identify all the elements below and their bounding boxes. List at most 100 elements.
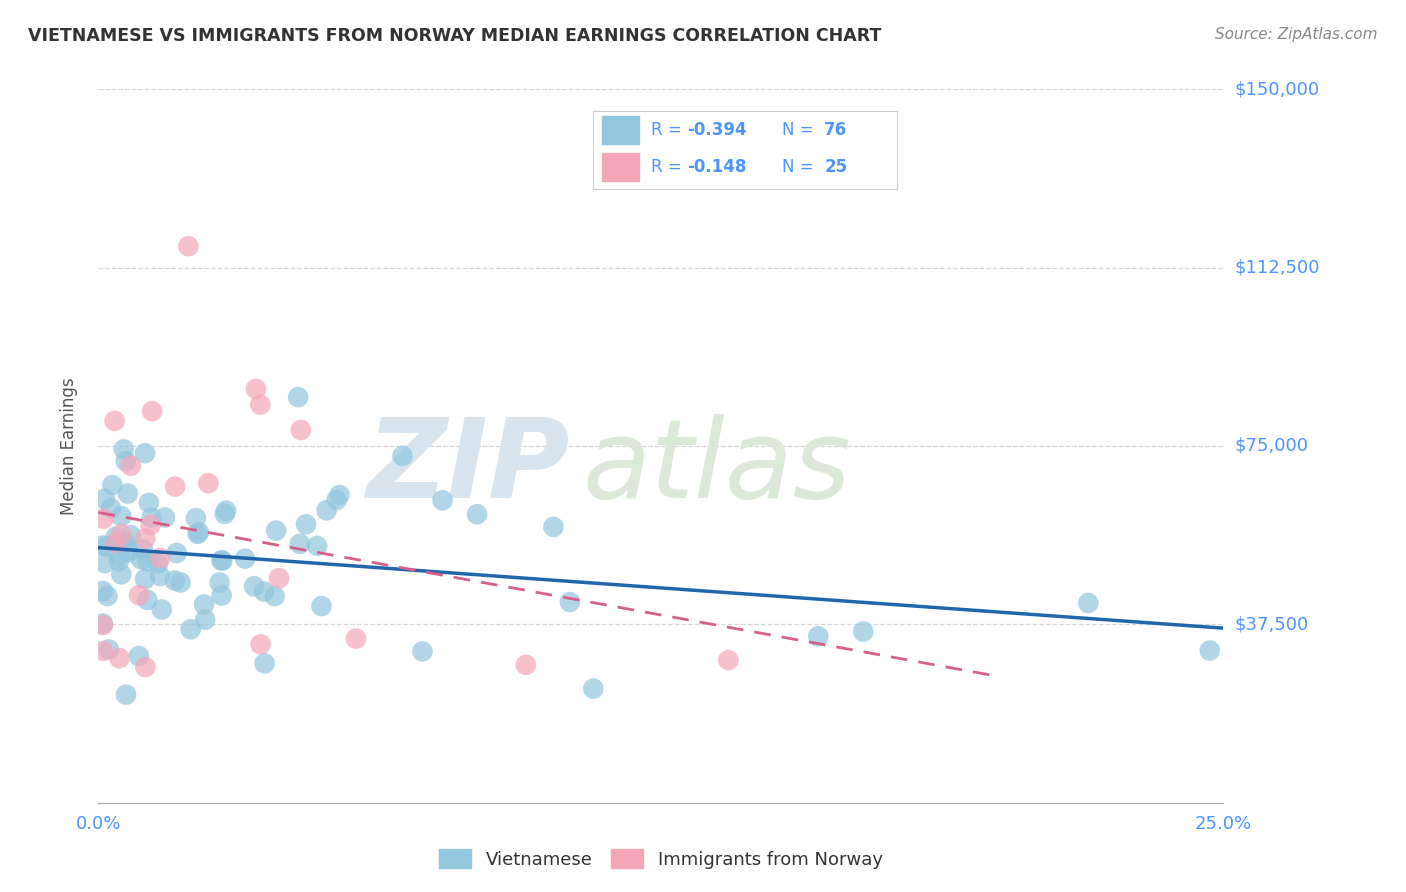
Point: [267, 571, 290, 585]
Point: [136, 593, 159, 607]
Point: [149, 550, 172, 565]
Point: [249, 637, 271, 651]
Point: [146, 557, 169, 571]
Point: [141, 510, 163, 524]
Point: [1077, 596, 1099, 610]
Point: [165, 479, 187, 493]
Point: [344, 632, 367, 646]
Point: [100, 501, 122, 516]
Point: [558, 595, 581, 609]
Point: [110, 567, 132, 582]
Point: [129, 552, 152, 566]
Point: [96, 540, 118, 554]
Text: $150,000: $150,000: [1234, 80, 1319, 98]
Point: [108, 549, 131, 563]
Point: [93, 512, 115, 526]
Point: [177, 239, 200, 253]
Point: [465, 507, 488, 521]
Point: [107, 554, 129, 568]
Text: 25: 25: [824, 158, 848, 176]
Point: [166, 546, 188, 560]
Point: [169, 575, 191, 590]
Point: [328, 488, 350, 502]
Point: [193, 597, 215, 611]
Point: [211, 589, 233, 603]
Text: $112,500: $112,500: [1234, 259, 1320, 277]
Point: [139, 517, 162, 532]
Point: [117, 545, 139, 559]
Text: R =: R =: [651, 158, 688, 176]
Point: [115, 688, 138, 702]
Point: [91, 616, 114, 631]
Text: VIETNAMESE VS IMMIGRANTS FROM NORWAY MEDIAN EARNINGS CORRELATION CHART: VIETNAMESE VS IMMIGRANTS FROM NORWAY MED…: [28, 27, 882, 45]
Text: -0.148: -0.148: [688, 158, 747, 176]
Point: [287, 390, 309, 404]
Bar: [602, 116, 638, 145]
Point: [315, 503, 337, 517]
Point: [264, 524, 287, 538]
Text: $75,000: $75,000: [1234, 437, 1309, 455]
Point: [391, 449, 413, 463]
Point: [134, 446, 156, 460]
Point: [114, 535, 136, 549]
Legend: Vietnamese, Immigrants from Norway: Vietnamese, Immigrants from Norway: [432, 842, 890, 876]
Point: [110, 527, 132, 541]
Point: [187, 525, 209, 540]
Bar: [602, 153, 638, 181]
Point: [120, 458, 142, 473]
Point: [132, 542, 155, 557]
Point: [91, 644, 114, 658]
Point: [149, 569, 172, 583]
Point: [263, 589, 285, 603]
Text: $37,500: $37,500: [1234, 615, 1309, 633]
Point: [290, 423, 312, 437]
Point: [208, 575, 231, 590]
Point: [138, 496, 160, 510]
Point: [515, 657, 537, 672]
Point: [108, 651, 131, 665]
Text: N =: N =: [782, 158, 818, 176]
Point: [117, 543, 139, 558]
Point: [104, 530, 127, 544]
Point: [233, 551, 256, 566]
Point: [128, 588, 150, 602]
Point: [411, 644, 433, 658]
Point: [295, 517, 318, 532]
Point: [134, 660, 156, 674]
Point: [194, 613, 217, 627]
Text: Source: ZipAtlas.com: Source: ZipAtlas.com: [1215, 27, 1378, 42]
Point: [120, 528, 142, 542]
Point: [852, 624, 875, 639]
Point: [432, 493, 454, 508]
Point: [311, 599, 333, 613]
Point: [117, 486, 139, 500]
Point: [211, 553, 233, 567]
Point: [249, 398, 271, 412]
Point: [105, 535, 128, 549]
Point: [110, 509, 132, 524]
Text: 76: 76: [824, 121, 848, 139]
Text: R =: R =: [651, 121, 688, 139]
Point: [112, 442, 135, 457]
Point: [307, 539, 329, 553]
Point: [136, 554, 159, 568]
Point: [141, 404, 163, 418]
Point: [215, 504, 238, 518]
Point: [180, 622, 202, 636]
Point: [91, 618, 114, 632]
Point: [214, 507, 236, 521]
Text: ZIP: ZIP: [367, 414, 571, 521]
Point: [104, 414, 127, 428]
Point: [134, 532, 156, 546]
Point: [91, 538, 114, 552]
Point: [94, 556, 117, 570]
Point: [1198, 643, 1220, 657]
Point: [97, 642, 120, 657]
Point: [243, 579, 266, 593]
Point: [163, 574, 186, 588]
Point: [93, 491, 115, 506]
Point: [153, 510, 176, 524]
Point: [253, 584, 276, 599]
Point: [91, 584, 114, 599]
Point: [114, 454, 136, 468]
